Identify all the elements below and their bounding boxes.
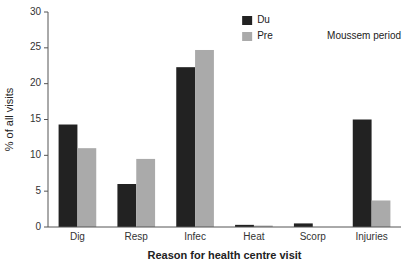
legend: Du Pre — [242, 14, 273, 41]
x-tick-label: Scorp — [300, 231, 327, 242]
bar: Du, Resp: 6 — [117, 184, 136, 227]
annotation: Moussem period — [327, 30, 401, 41]
y-tick-label: 10 — [30, 149, 42, 160]
bar: Pre, Dig: 11 — [77, 148, 96, 227]
legend-label: Du — [257, 14, 270, 25]
bar: Du, Injuries: 15 — [353, 120, 372, 228]
y-tick — [44, 227, 48, 228]
bar: Pre, Injuries: 3.7 — [372, 200, 391, 227]
bar: Du, Infec: 22.3 — [176, 67, 195, 227]
x-tick-label: Dig — [70, 231, 85, 242]
y-tick-label: 15 — [30, 113, 42, 124]
x-axis-line — [48, 227, 401, 228]
y-tick — [44, 83, 48, 84]
bar: Du, Scorp: 0.5 — [294, 223, 313, 227]
x-tick-label: Injuries — [355, 231, 387, 242]
bar: Du, Dig: 14.3 — [59, 125, 78, 227]
y-tick-label: 30 — [30, 6, 42, 17]
y-tick — [44, 155, 48, 156]
legend-label: Pre — [257, 30, 273, 41]
y-tick-label: 20 — [30, 77, 42, 88]
y-tick-label: 0 — [35, 221, 41, 232]
x-axis-label: Reason for health centre visit — [147, 249, 301, 261]
y-tick-label: 25 — [30, 41, 42, 52]
bar: Pre, Infec: 24.7 — [195, 50, 214, 227]
y-axis-label: % of all visits — [3, 87, 15, 151]
x-tick-label: Resp — [125, 231, 149, 242]
x-tick-label: Infec — [184, 231, 206, 242]
bar: Pre, Resp: 9.5 — [136, 159, 155, 227]
y-tick-label: 5 — [35, 185, 41, 196]
y-tick — [44, 119, 48, 120]
x-tick-label: Heat — [243, 231, 264, 242]
chart-container: Du, Dig: 14.3 Du, Resp: 6 Du, Infec: 22.3 D… — [0, 0, 411, 267]
bars: Du, Dig: 14.3 Du, Resp: 6 Du, Infec: 22.3 D… — [59, 50, 391, 227]
y-tick — [44, 47, 48, 48]
legend-swatch — [242, 16, 252, 25]
chart: Du, Dig: 14.3 Du, Resp: 6 Du, Infec: 22.3 D… — [0, 0, 411, 267]
y-tick — [44, 12, 48, 13]
y-tick — [44, 191, 48, 192]
legend-swatch — [242, 32, 252, 41]
